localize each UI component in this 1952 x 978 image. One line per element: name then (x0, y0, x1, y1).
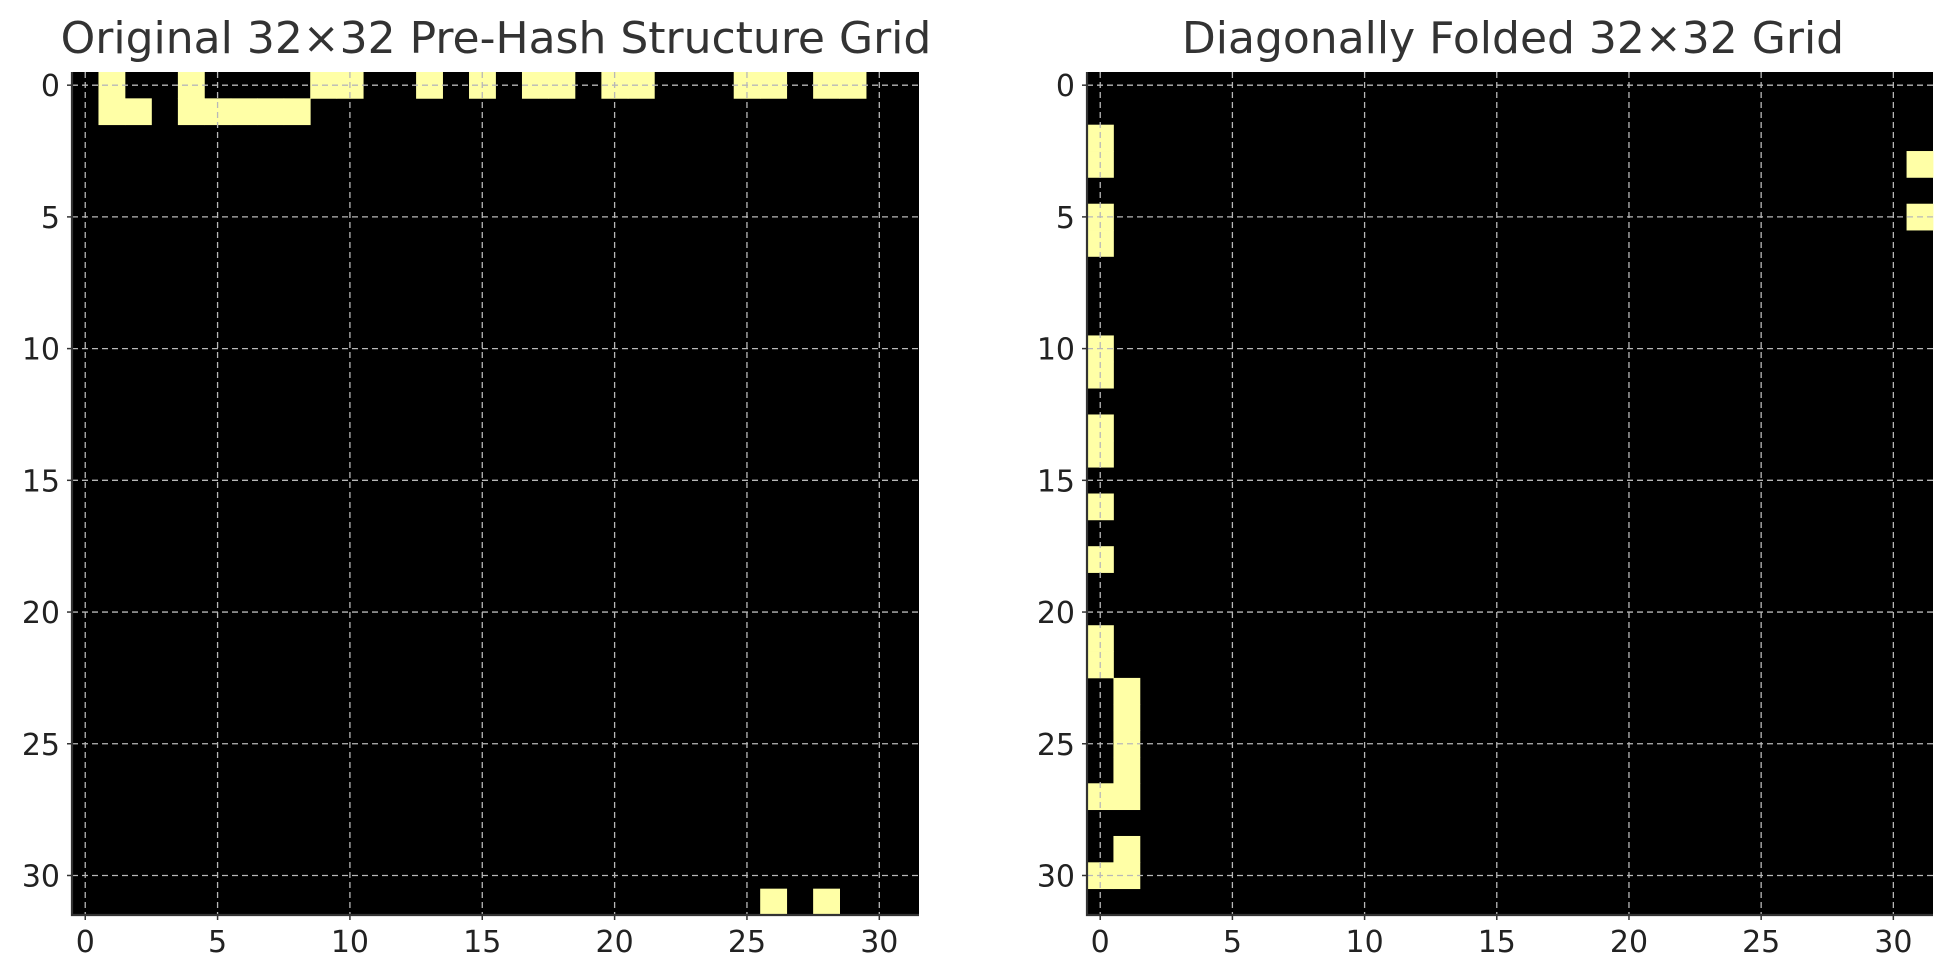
y-tick-label: 25 (1037, 728, 1075, 763)
heatmap-cell-original (283, 98, 311, 126)
axis-ticks-original: 0 5 10 15 20 25 30 0 5 10 15 20 25 30 (22, 69, 899, 960)
x-tick-label: 30 (860, 925, 898, 960)
y-tick-label: 20 (1037, 596, 1075, 631)
heatmap-cell-original (760, 888, 788, 916)
x-tick-label: 15 (463, 925, 501, 960)
heatmap-cell-folded (1113, 756, 1141, 784)
heatmap-cell-original (124, 98, 152, 126)
heatmap-cell-folded (1113, 704, 1141, 731)
y-tick-label: 0 (1056, 69, 1075, 104)
heatmap-background-original (72, 72, 919, 915)
y-tick-label: 15 (22, 464, 60, 499)
heatmap-cell-folded (1906, 151, 1934, 178)
x-tick-label: 15 (1478, 925, 1516, 960)
heatmap-cell-original (257, 98, 285, 126)
panel-folded-grid: Diagonally Folded 32×32 Grid 0 5 10 15 20 25 3… (1037, 13, 1934, 960)
heatmap-cell-original (177, 72, 205, 99)
heatmap-background-folded (1087, 72, 1933, 915)
heatmap-cell-folded (1113, 835, 1141, 863)
heatmap-cell-original (813, 888, 840, 916)
x-tick-label: 10 (331, 925, 369, 960)
x-tick-label: 20 (596, 925, 634, 960)
heatmap-cell-original (416, 72, 443, 99)
heatmap-cell-folded (1113, 677, 1141, 705)
heatmap-cell-original (98, 98, 126, 126)
x-tick-label: 0 (1091, 925, 1110, 960)
chart-title-folded: Diagonally Folded 32×32 Grid (1182, 13, 1844, 64)
y-tick-label: 25 (22, 728, 60, 763)
x-tick-label: 25 (1742, 925, 1780, 960)
axis-spine-original (70, 72, 919, 917)
heatmap-cell-original (230, 98, 258, 126)
chart-title-original: Original 32×32 Pre-Hash Structure Grid (61, 13, 932, 64)
x-tick-label: 5 (208, 925, 227, 960)
grid-lines-folded (1087, 72, 1933, 915)
heatmap-cell-original (627, 72, 655, 99)
y-tick-label: 5 (41, 201, 60, 236)
x-tick-label: 0 (76, 925, 95, 960)
grid-lines-original (72, 72, 919, 915)
x-tick-label: 5 (1223, 925, 1242, 960)
axis-spine-folded (1085, 72, 1933, 917)
x-tick-label: 10 (1346, 925, 1384, 960)
y-tick-label: 0 (41, 69, 60, 104)
x-tick-label: 20 (1610, 925, 1648, 960)
heatmap-cell-folded (1113, 783, 1141, 811)
y-tick-label: 30 (1037, 859, 1075, 894)
y-tick-label: 20 (22, 596, 60, 631)
y-tick-label: 5 (1056, 201, 1075, 236)
y-tick-label: 10 (1037, 333, 1075, 368)
panel-original-grid: Original 32×32 Pre-Hash Structure Grid 0… (22, 13, 932, 960)
x-tick-label: 25 (728, 925, 766, 960)
y-tick-label: 30 (22, 859, 60, 894)
y-tick-label: 10 (22, 333, 60, 368)
heatmap-cell-original (177, 98, 205, 126)
y-tick-label: 15 (1037, 464, 1075, 499)
heatmap-cell-folded (1087, 546, 1114, 573)
x-tick-label: 30 (1874, 925, 1912, 960)
